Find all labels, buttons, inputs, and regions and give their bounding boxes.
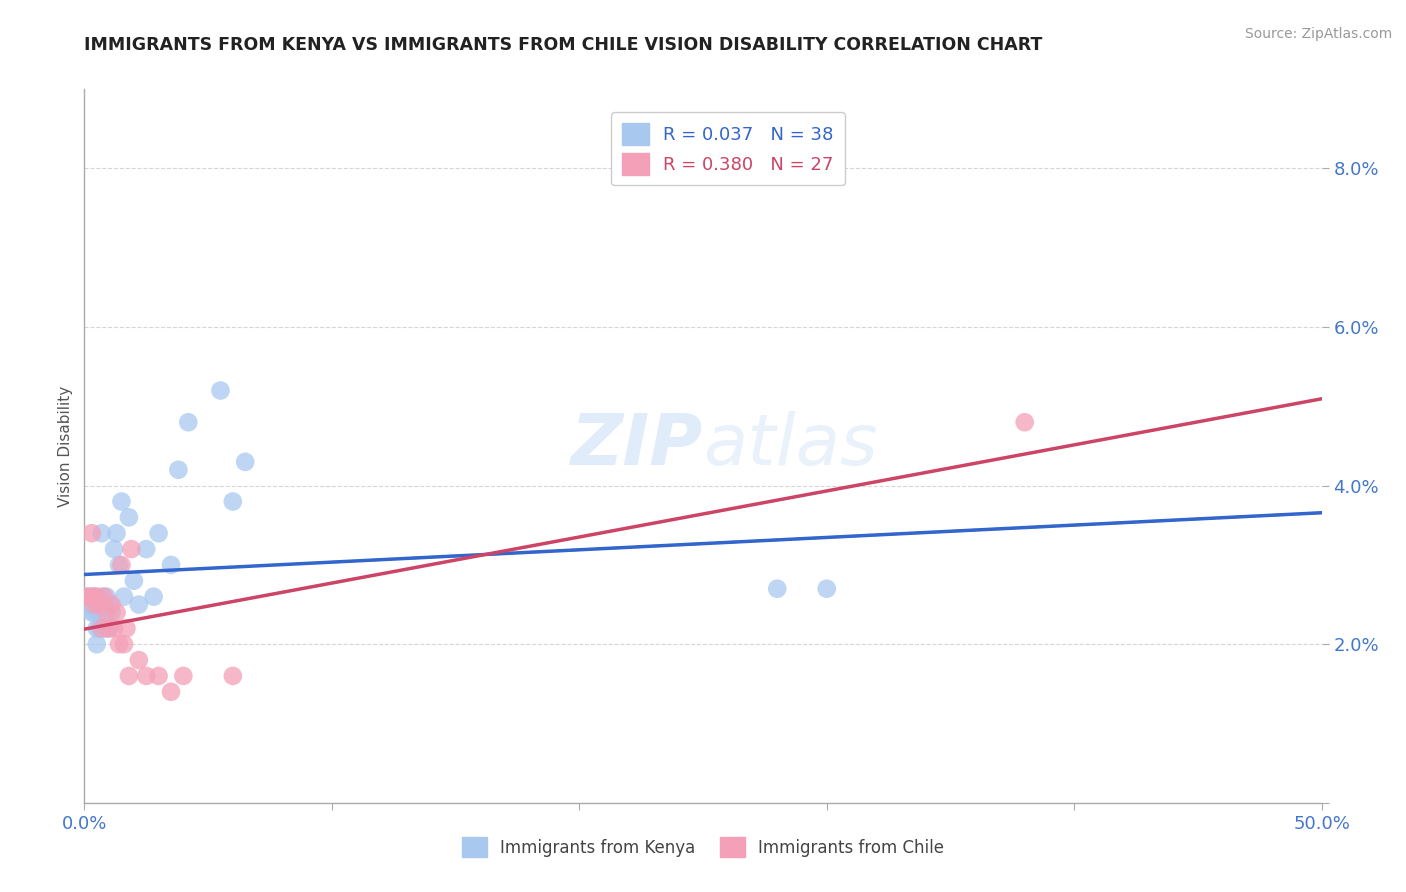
Point [83, 606, 105, 620]
Point [100, 598, 122, 612]
Point [90, 526, 112, 541]
Point [815, 582, 838, 596]
Point [93, 598, 115, 612]
Point [83, 590, 105, 604]
Point [108, 558, 131, 572]
Point [73, 590, 96, 604]
Point [90, 590, 112, 604]
Point [148, 669, 170, 683]
Point [177, 415, 200, 429]
Point [112, 590, 135, 604]
Point [118, 669, 141, 683]
Point [222, 494, 245, 508]
Point [89, 606, 111, 620]
Point [222, 669, 245, 683]
Point [89, 598, 111, 612]
Point [115, 621, 138, 635]
Point [96, 606, 118, 620]
Point [108, 637, 131, 651]
Point [233, 455, 256, 469]
Point [93, 621, 115, 635]
Point [105, 526, 128, 541]
Point [112, 637, 135, 651]
Text: ZIP: ZIP [571, 411, 703, 481]
Point [128, 598, 150, 612]
Point [209, 384, 232, 398]
Point [80, 606, 103, 620]
Point [103, 621, 125, 635]
Point [80, 590, 103, 604]
Point [96, 590, 118, 604]
Legend: Immigrants from Kenya, Immigrants from Chile: Immigrants from Kenya, Immigrants from C… [453, 829, 953, 866]
Point [98, 598, 121, 612]
Point [86, 637, 108, 651]
Point [93, 590, 115, 604]
Point [79, 598, 101, 612]
Point [83, 590, 105, 604]
Text: atlas: atlas [703, 411, 877, 481]
Point [110, 494, 132, 508]
Point [172, 669, 194, 683]
Point [122, 574, 145, 588]
Point [76, 590, 98, 604]
Point [167, 463, 190, 477]
Point [86, 590, 108, 604]
Point [128, 653, 150, 667]
Point [148, 526, 170, 541]
Point [105, 606, 128, 620]
Point [80, 526, 103, 541]
Text: IMMIGRANTS FROM KENYA VS IMMIGRANTS FROM CHILE VISION DISABILITY CORRELATION CHA: IMMIGRANTS FROM KENYA VS IMMIGRANTS FROM… [84, 36, 1043, 54]
Point [83, 598, 105, 612]
Point [86, 621, 108, 635]
Point [98, 621, 121, 635]
Point [135, 542, 157, 557]
Point [1014, 415, 1036, 429]
Point [90, 621, 112, 635]
Point [96, 621, 118, 635]
Point [103, 542, 125, 557]
Point [100, 606, 122, 620]
Point [118, 510, 141, 524]
Point [89, 621, 111, 635]
Y-axis label: Vision Disability: Vision Disability [58, 385, 73, 507]
Point [766, 582, 789, 596]
Point [160, 558, 183, 572]
Point [98, 621, 121, 635]
Point [120, 542, 142, 557]
Point [135, 669, 157, 683]
Point [110, 558, 132, 572]
Text: Source: ZipAtlas.com: Source: ZipAtlas.com [1244, 27, 1392, 41]
Point [160, 685, 183, 699]
Point [79, 590, 101, 604]
Point [142, 590, 165, 604]
